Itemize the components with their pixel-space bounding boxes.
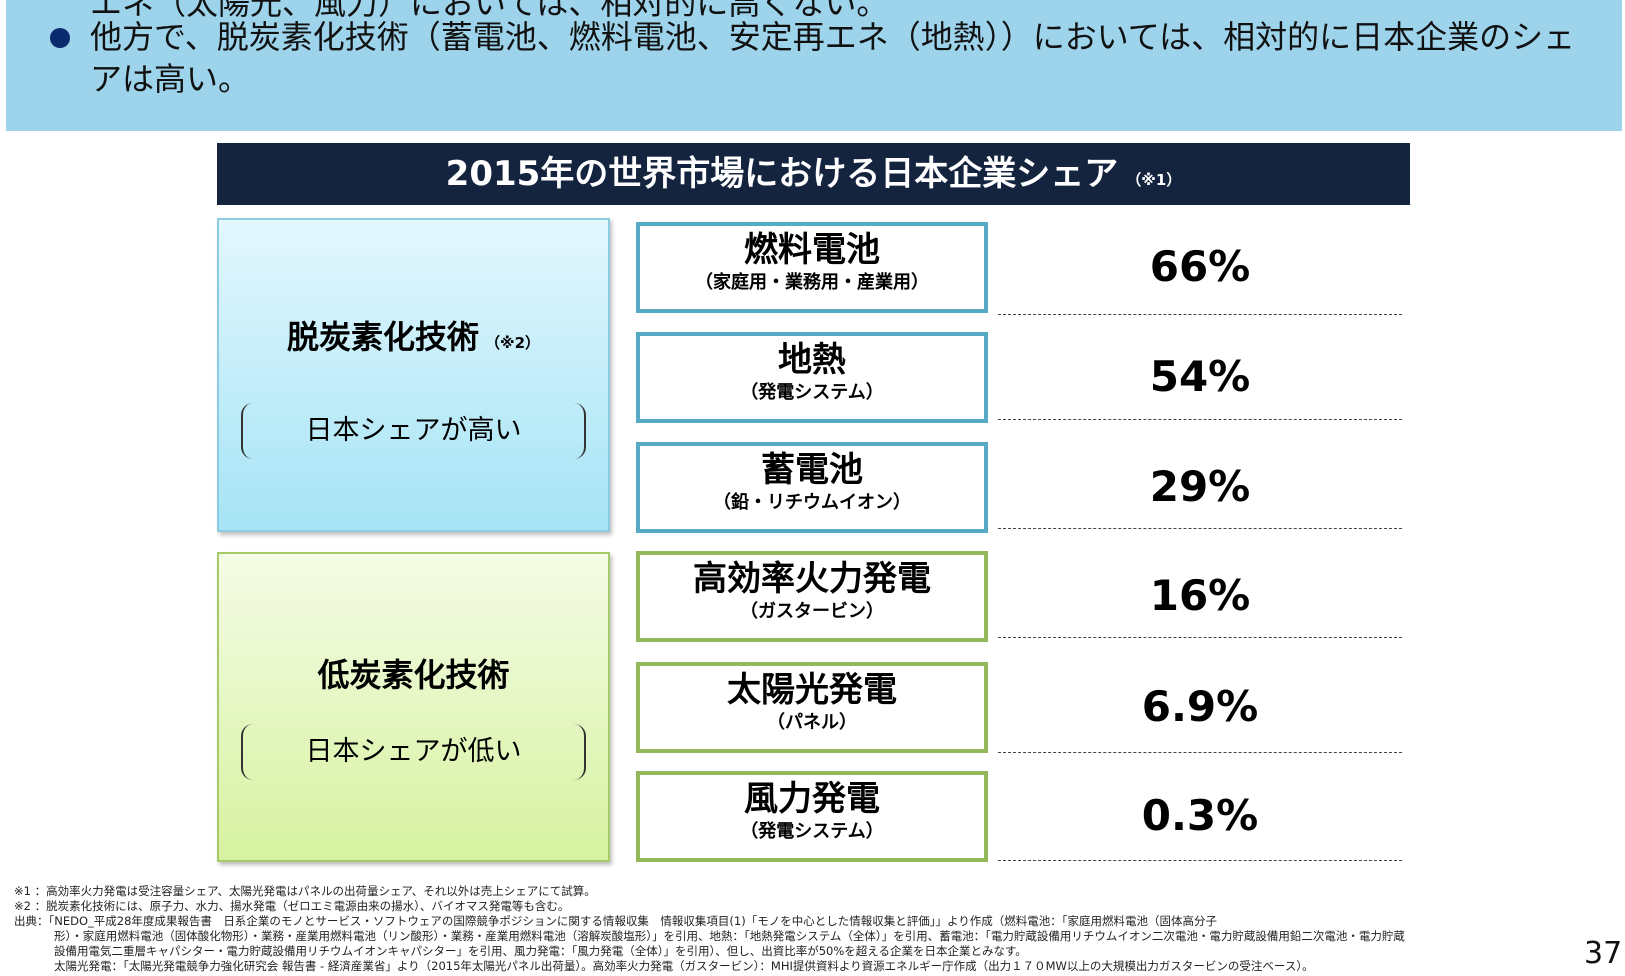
technology-detail: （家庭用・業務用・産業用） (695, 272, 929, 293)
category-note: （※2） (484, 334, 541, 352)
technology-box: 太陽光発電 （パネル） (636, 662, 988, 753)
dashed-divider (998, 314, 1402, 315)
footnote-source: 太陽光発電：「太陽光発電競争力強化研究会 報告書 - 経済産業省」より（2015… (54, 959, 1314, 973)
technology-box: 地熱 （発電システム） (636, 332, 988, 423)
share-value: 66% (1149, 242, 1251, 291)
technology-name: 燃料電池 (744, 230, 880, 270)
technology-detail: （発電システム） (740, 382, 884, 403)
technology-name: 蓄電池 (761, 450, 863, 490)
dashed-divider (998, 419, 1402, 420)
summary-partial-line: エネ（太陽光、風力）においては、相対的に高くない。 (90, 0, 889, 22)
category-title-text: 脱炭素化技術 (286, 318, 479, 356)
category-subtitle: 日本シェアが低い (241, 724, 586, 780)
category-decarbonization: 脱炭素化技術 （※2） 日本シェアが高い (217, 218, 610, 532)
bullet-icon (50, 28, 70, 48)
summary-bullet-text: 他方で、脱炭素化技術（蓄電池、燃料電池、安定再エネ（地熱））においては、相対的に… (90, 18, 1576, 98)
share-value: 6.9% (1141, 682, 1259, 731)
technology-box: 高効率火力発電 （ガスタービン） (636, 551, 988, 642)
technology-box: 燃料電池 （家庭用・業務用・産業用） (636, 222, 988, 313)
footnote-source: 形）・家庭用燃料電池（固体酸化物形）・業務・産業用燃料電池（リン酸形）・業務・産… (54, 929, 1405, 943)
footnotes: ※1 ：高効率火力発電は受注容量シェア、太陽光発電はパネルの出荷量シェア、それ以… (14, 884, 1584, 974)
technology-detail: （パネル） (767, 712, 857, 733)
category-title: 低炭素化技術 (317, 656, 510, 694)
footnote: ※1 ：高効率火力発電は受注容量シェア、太陽光発電はパネルの出荷量シェア、それ以… (14, 884, 596, 898)
dashed-divider (998, 528, 1402, 529)
share-value: 54% (1149, 352, 1251, 401)
share-value: 29% (1149, 462, 1251, 511)
dashed-divider (998, 637, 1402, 638)
dashed-divider (998, 860, 1402, 861)
technology-detail: （鉛・リチウムイオン） (713, 492, 911, 513)
category-title: 脱炭素化技術 （※2） (219, 312, 608, 358)
technology-name: 地熱 (778, 340, 846, 380)
technology-box: 風力発電 （発電システム） (636, 771, 988, 862)
summary-banner: エネ（太陽光、風力）においては、相対的に高くない。 他方で、脱炭素化技術（蓄電池… (6, 0, 1622, 131)
technology-name: 高効率火力発電 (693, 559, 931, 599)
page-number: 37 (1584, 936, 1623, 971)
technology-name: 風力発電 (744, 779, 880, 819)
title-text: 2015年の世界市場における日本企業シェア (445, 154, 1119, 194)
technology-name: 太陽光発電 (727, 670, 897, 710)
footnote: ※2 ：脱炭素化技術には、原子力、水力、揚水発電（ゼロエミ電源由来の揚水）、バイ… (14, 899, 570, 913)
category-subtitle: 日本シェアが高い (241, 403, 586, 459)
share-value: 0.3% (1141, 791, 1259, 840)
share-value: 16% (1149, 571, 1251, 620)
technology-detail: （ガスタービン） (740, 601, 884, 622)
footnote-source: 設備用電気二重層キャパシター・電力貯蔵設備用リチウムイオンキャパシター」を引用、… (54, 944, 1027, 958)
title-note: （※1） (1126, 171, 1182, 189)
technology-detail: （発電システム） (740, 821, 884, 842)
technology-box: 蓄電池 （鉛・リチウムイオン） (636, 442, 988, 533)
slide-title: 2015年の世界市場における日本企業シェア （※1） (217, 143, 1410, 205)
footnote-source: 出典：「NEDO_平成28年度成果報告書 日系企業のモノとサービス・ソフトウェア… (14, 914, 1217, 928)
category-low-carbon: 低炭素化技術 日本シェアが低い (217, 552, 610, 862)
dashed-divider (998, 752, 1402, 753)
